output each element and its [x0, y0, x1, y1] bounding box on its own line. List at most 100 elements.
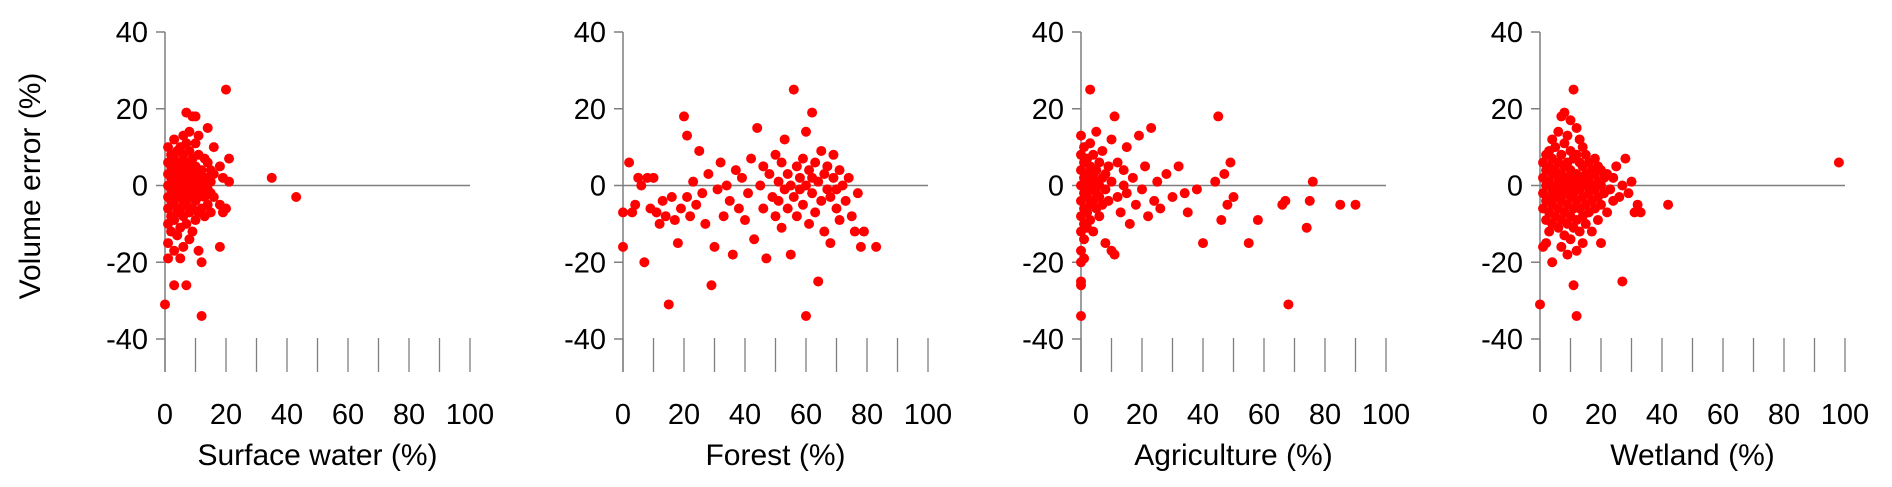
- data-point: [682, 130, 693, 141]
- data-point: [1103, 161, 1114, 172]
- data-point: [697, 188, 708, 199]
- data-point: [679, 111, 689, 122]
- data-point: [636, 180, 647, 191]
- data-point: [1121, 188, 1132, 199]
- data-point: [816, 195, 827, 206]
- data-point: [797, 153, 808, 164]
- data-point: [669, 215, 680, 226]
- data-point: [1574, 134, 1585, 145]
- data-point: [1611, 161, 1622, 172]
- x-tick-label: 60: [790, 399, 822, 431]
- x-axis-label: Wetland (%): [1610, 439, 1775, 472]
- data-point: [743, 188, 754, 199]
- x-tick-label: 40: [729, 399, 761, 431]
- data-point: [1079, 234, 1090, 245]
- data-point: [1198, 238, 1208, 249]
- data-point: [1559, 107, 1570, 118]
- data-point: [1280, 195, 1291, 206]
- y-tick-label: -40: [564, 324, 606, 356]
- data-point: [1568, 84, 1579, 95]
- data-point: [1076, 310, 1086, 321]
- data-point: [1124, 218, 1135, 229]
- data-point: [1106, 176, 1117, 187]
- data-point: [715, 157, 726, 168]
- data-point: [1100, 168, 1111, 179]
- data-point: [712, 184, 723, 195]
- data-point: [205, 176, 216, 187]
- data-point: [266, 172, 277, 183]
- data-point: [618, 207, 628, 218]
- data-point: [1115, 207, 1126, 218]
- data-point: [871, 241, 882, 252]
- data-point: [214, 161, 225, 172]
- data-point: [1562, 130, 1573, 141]
- y-axis-label: Volume error (%): [14, 73, 47, 300]
- y-tick-label: -40: [1481, 324, 1523, 356]
- data-point: [788, 192, 799, 203]
- x-axis-label: Forest (%): [705, 439, 845, 472]
- data-point: [691, 199, 702, 210]
- data-point: [825, 192, 836, 203]
- data-point: [1614, 192, 1625, 203]
- data-point: [700, 218, 711, 229]
- data-point: [1586, 226, 1597, 237]
- data-point: [1623, 188, 1634, 199]
- data-point: [1663, 199, 1674, 210]
- data-point: [633, 172, 644, 183]
- data-point: [1146, 122, 1157, 133]
- data-point: [822, 184, 833, 195]
- y-tick-label: -20: [1022, 247, 1064, 279]
- data-point: [1182, 207, 1193, 218]
- data-point: [196, 310, 207, 321]
- data-point: [208, 168, 219, 179]
- data-point: [1091, 126, 1102, 137]
- data-point: [703, 168, 714, 179]
- data-point: [843, 172, 854, 183]
- data-point: [1580, 218, 1591, 229]
- data-point: [819, 168, 830, 179]
- data-point: [761, 253, 772, 264]
- x-tick-label: 100: [1362, 399, 1410, 431]
- data-point: [1106, 134, 1117, 145]
- data-point: [1568, 280, 1579, 291]
- x-tick-label: 20: [1126, 399, 1158, 431]
- data-point: [178, 241, 189, 252]
- data-point: [1085, 84, 1096, 95]
- y-tick-label: 0: [132, 171, 148, 203]
- data-point: [196, 257, 207, 268]
- x-tick-label: 60: [1248, 399, 1280, 431]
- data-point: [1085, 215, 1096, 226]
- data-point: [1833, 157, 1844, 168]
- data-point: [1094, 211, 1105, 222]
- data-point: [291, 192, 302, 203]
- y-tick-label: 0: [1048, 171, 1064, 203]
- data-point: [163, 238, 174, 249]
- data-point: [1596, 180, 1606, 191]
- data-point: [208, 192, 219, 203]
- data-point: [163, 253, 174, 264]
- data-point: [1596, 199, 1606, 210]
- data-point: [193, 245, 204, 256]
- data-point: [627, 207, 638, 218]
- data-point: [736, 172, 747, 183]
- data-point: [1216, 215, 1227, 226]
- data-point: [1082, 207, 1093, 218]
- data-point: [1550, 142, 1561, 153]
- data-point: [1149, 195, 1160, 206]
- data-point: [801, 126, 811, 137]
- data-point: [630, 199, 641, 210]
- data-point: [1577, 142, 1588, 153]
- x-axis-label: Surface water (%): [197, 439, 437, 472]
- data-point: [837, 180, 848, 191]
- data-point: [663, 299, 674, 310]
- data-point: [770, 211, 781, 222]
- data-point: [1100, 184, 1111, 195]
- data-point: [184, 145, 195, 156]
- data-point: [1565, 234, 1576, 245]
- data-point: [1596, 238, 1606, 249]
- data-point: [788, 84, 799, 95]
- data-point: [819, 226, 830, 237]
- data-point: [1589, 153, 1600, 164]
- data-point: [1140, 161, 1151, 172]
- data-point: [193, 130, 204, 141]
